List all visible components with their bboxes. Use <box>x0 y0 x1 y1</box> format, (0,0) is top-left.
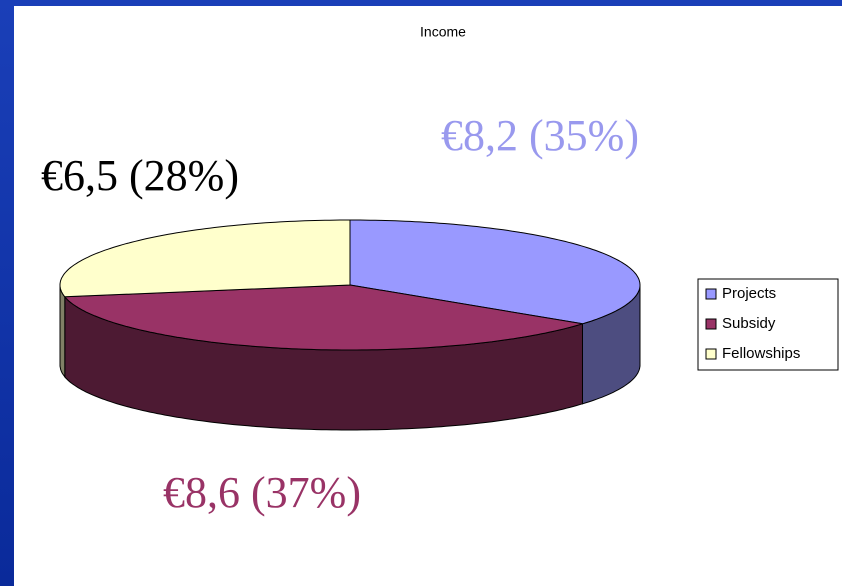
pie-slice <box>349 219 641 325</box>
legend-box <box>697 278 839 371</box>
legend-swatch <box>705 288 717 300</box>
legend-label: Projects <box>722 285 776 302</box>
legend-label: Fellowships <box>722 345 800 362</box>
data-label: €8,6 (37%) <box>163 468 361 517</box>
data-label: €6,5 (28%) <box>41 151 239 200</box>
chart-title: Income <box>420 24 466 40</box>
pie-side <box>59 285 66 379</box>
pie-slice <box>59 219 351 298</box>
data-label: €8,2 (35%) <box>441 111 639 160</box>
legend-swatch <box>705 348 717 360</box>
legend-label: Subsidy <box>722 315 776 332</box>
legend-swatch <box>705 318 717 330</box>
pie-slice <box>63 284 583 351</box>
